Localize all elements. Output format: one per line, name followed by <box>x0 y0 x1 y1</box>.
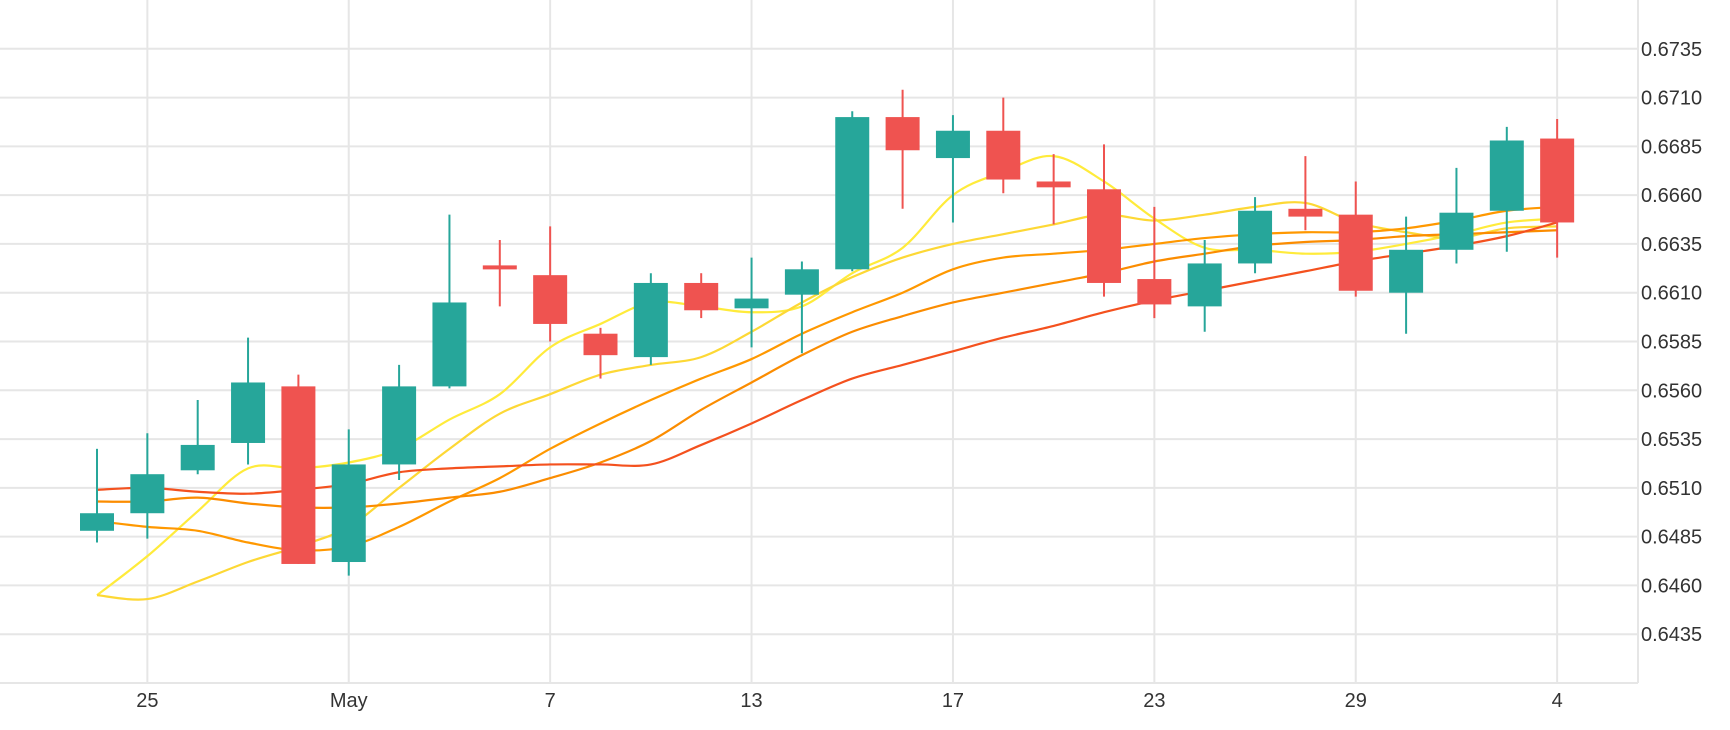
moving-average-line-1 <box>96 154 1558 597</box>
candle-body-up <box>1389 249 1424 293</box>
y-tick-label: 0.6535 <box>1641 429 1702 451</box>
x-tick-label: 13 <box>740 690 762 712</box>
y-tick-label: 0.6735 <box>1641 39 1702 61</box>
y-tick-label: 0.6660 <box>1641 185 1702 207</box>
candle-body-down <box>281 386 316 564</box>
candle <box>382 364 417 481</box>
candle <box>80 448 114 543</box>
candle-body-up <box>80 513 114 531</box>
moving-average-lines <box>96 154 1558 601</box>
candle-body-up <box>633 282 668 358</box>
candle <box>432 214 467 389</box>
candle-body-up <box>784 269 819 295</box>
candle <box>231 337 266 465</box>
candle <box>1489 126 1524 252</box>
candle <box>684 273 719 319</box>
candle-body-down <box>533 275 568 324</box>
candle-body-down <box>986 130 1021 180</box>
y-tick-label: 0.6585 <box>1641 332 1702 354</box>
candle-body-down <box>684 282 719 311</box>
candle <box>180 400 215 475</box>
candle-body-up <box>180 444 215 471</box>
candle <box>583 327 618 379</box>
moving-average-line-5 <box>96 221 1558 495</box>
candle-body-up <box>1439 212 1474 250</box>
x-tick-label: 4 <box>1552 690 1563 712</box>
candle <box>784 261 819 354</box>
candle-body-up <box>1238 210 1273 264</box>
x-tick-label: 23 <box>1143 690 1165 712</box>
candle-body-up <box>331 464 366 563</box>
y-axis-tick-labels: 0.6435 0.6460 0.6485 0.6510 0.6535 0.6560 0.65… <box>1641 39 1702 646</box>
candle-body-down <box>1036 181 1071 188</box>
x-axis-tick-labels: 25 May 7 13 17 23 29 4 <box>136 690 1562 712</box>
x-tick-label: 25 <box>136 690 158 712</box>
y-tick-label: 0.6710 <box>1641 88 1702 110</box>
candle <box>935 115 970 223</box>
candle-body-up <box>1489 140 1524 211</box>
candle-body-up <box>935 130 970 159</box>
candle <box>986 97 1021 194</box>
y-tick-label: 0.6560 <box>1641 380 1702 402</box>
candle-body-down <box>1540 138 1575 223</box>
candle <box>1187 240 1222 332</box>
x-tick-label: May <box>330 690 368 712</box>
candle <box>885 89 920 209</box>
candle-body-down <box>885 117 920 151</box>
candle-body-up <box>432 302 467 387</box>
candle <box>130 433 165 539</box>
candle-body-down <box>1087 189 1121 283</box>
candle <box>1439 167 1474 264</box>
candle-body-down <box>1137 279 1172 305</box>
candle-body-up <box>734 298 769 309</box>
x-tick-label: 17 <box>942 690 964 712</box>
candle-body-up <box>130 474 165 514</box>
y-tick-label: 0.6460 <box>1641 575 1702 597</box>
candle <box>734 257 769 348</box>
candles <box>80 89 1575 576</box>
candle-body-down <box>1288 208 1323 217</box>
y-tick-label: 0.6435 <box>1641 624 1702 646</box>
candle-body-up <box>382 386 417 465</box>
candle <box>1389 216 1424 334</box>
y-tick-label: 0.6635 <box>1641 234 1702 256</box>
candle <box>1288 156 1323 231</box>
moving-average-line-3 <box>96 205 1558 552</box>
candle <box>1540 119 1575 258</box>
y-tick-label: 0.6510 <box>1641 478 1702 500</box>
candle <box>482 240 517 307</box>
candle <box>633 273 668 365</box>
candle-body-up <box>1187 263 1222 307</box>
grid-lines <box>0 0 1639 684</box>
candle <box>1036 154 1071 225</box>
candle-body-up <box>231 382 266 443</box>
candle <box>835 111 870 272</box>
candle <box>1338 181 1373 297</box>
moving-average-line-2 <box>96 201 1558 601</box>
candle <box>1238 197 1273 274</box>
candle-body-down <box>1338 214 1373 291</box>
y-tick-label: 0.6610 <box>1641 283 1702 305</box>
candle <box>1137 206 1172 319</box>
y-tick-label: 0.6485 <box>1641 527 1702 549</box>
candle-body-down <box>583 333 618 356</box>
candle <box>331 429 366 576</box>
candle <box>1087 144 1121 297</box>
candle <box>281 374 316 564</box>
y-tick-label: 0.6685 <box>1641 136 1702 158</box>
x-tick-label: 29 <box>1345 690 1367 712</box>
candle-body-up <box>835 117 870 270</box>
candle <box>533 226 568 342</box>
x-tick-label: 7 <box>545 690 556 712</box>
candle-body-down <box>482 265 517 270</box>
